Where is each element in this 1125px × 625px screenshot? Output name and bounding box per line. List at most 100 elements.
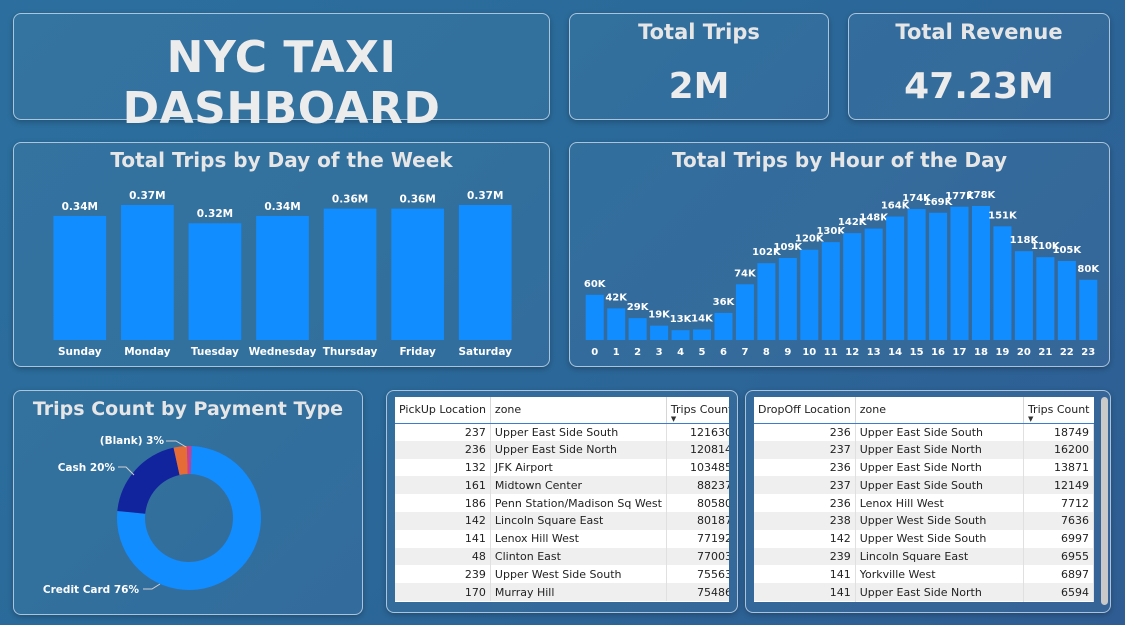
zone-cell: Upper West Side South [490,565,667,584]
trips-count-cell: 6997 [1023,529,1094,548]
table-row[interactable]: 161 Midtown Center 88237 [395,476,729,495]
chart-bar[interactable] [650,325,669,340]
pickup-table-body: 237 Upper East Side South 121630 236 Upper E… [395,423,729,601]
chart-bar[interactable] [907,209,926,340]
chart-bar[interactable] [121,205,174,340]
chart-bar[interactable] [778,257,797,340]
data-label: 164K [881,201,911,212]
chart-bar[interactable] [1036,257,1055,340]
trips-count-cell: 80580 [666,494,729,512]
pickup-table-container[interactable]: PickUp Location zone Trips Count ▼ 237 Upp… [395,397,729,602]
table-row[interactable]: 142 Lincoln Square East 80187 [395,511,729,530]
x-tick-label: 17 [953,347,967,358]
table-row[interactable]: 236 Lenox Hill West 7712 [754,494,1094,512]
data-label: 74K [734,268,757,279]
dropoff-table-container[interactable]: DropOff Location zone Trips Count ▼ 236 Up… [754,397,1094,602]
chart-bar[interactable] [391,208,444,340]
x-tick-label: 11 [824,347,838,358]
chart-bar[interactable] [607,308,626,340]
chart-bar[interactable] [1057,260,1076,340]
table-row[interactable]: 170 Murray Hill 75486 [395,583,729,601]
x-tick-label: Thursday [323,346,378,358]
table-row[interactable]: 238 Upper West Side South 7636 [754,511,1094,530]
data-label: 42K [605,292,628,303]
payment-type-donut-chart[interactable]: Credit Card 76% Cash 20% (Blank) 3% [14,391,364,616]
table-row[interactable]: 236 Upper East Side North 13871 [754,458,1094,477]
donut-slice[interactable] [186,446,192,475]
total-trips-card[interactable]: Total Trips 2M [569,13,829,120]
table-row[interactable]: 236 Upper East Side North 120814 [395,440,729,459]
chart-bar[interactable] [1014,251,1033,340]
chart-bar[interactable] [886,216,905,340]
table-row[interactable]: 142 Upper West Side South 6997 [754,529,1094,548]
trips-count-cell: 7636 [1023,511,1094,530]
chart-bar[interactable] [53,215,107,340]
chart-bar[interactable] [843,233,862,340]
chart-bar[interactable] [757,263,776,340]
donut-slice[interactable] [117,446,262,590]
table-row[interactable]: 239 Upper West Side South 75563 [395,565,729,584]
location-id-cell: 236 [754,458,856,477]
donut-slice[interactable] [173,446,188,476]
table-row[interactable]: 237 Upper East Side South 12149 [754,476,1094,495]
dropoff-location-header[interactable]: DropOff Location [754,397,856,424]
trips-count-cell: 6897 [1023,565,1094,584]
table-row[interactable]: 141 Lenox Hill West 77192 [395,529,729,548]
dropoff-table-scrollbar[interactable] [1101,397,1108,605]
total-revenue-label: Total Revenue [895,20,1063,44]
data-label: 0.36M [399,194,435,206]
dropoff-zone-header[interactable]: zone [855,397,1024,424]
trips-count-cell: 16200 [1023,440,1094,459]
total-trips-value: 2M [668,66,730,107]
chart-bar[interactable] [950,206,969,340]
zone-cell: Upper East Side South [855,476,1024,495]
table-row[interactable]: 237 Upper East Side North 16200 [754,440,1094,459]
total-revenue-card[interactable]: Total Revenue 47.23M [848,13,1110,120]
x-tick-label: Wednesday [249,346,317,358]
chart-bar[interactable] [929,212,948,340]
x-tick-label: Sunday [58,346,102,358]
pickup-table-card[interactable]: PickUp Location zone Trips Count ▼ 237 Upp… [386,390,738,613]
table-row[interactable]: 141 Upper East Side North 6594 [754,583,1094,601]
chart-bar[interactable] [821,242,840,340]
chart-bar[interactable] [1079,279,1098,340]
x-tick-label: 0 [591,347,598,358]
table-row[interactable]: 186 Penn Station/Madison Sq West 80580 [395,494,729,512]
chart-bar[interactable] [628,318,647,340]
donut-slice[interactable] [117,447,180,514]
chart-bar[interactable] [188,223,242,340]
day-of-week-chart[interactable]: 0.34M Sunday 0.37M Monday 0.32M Tuesday 0.34M W… [14,143,551,368]
chart-bar[interactable] [671,330,690,340]
dropoff-trips-count-header[interactable]: Trips Count ▼ [1023,397,1094,424]
chart-bar[interactable] [693,329,712,340]
pickup-zone-header[interactable]: zone [490,397,667,424]
chart-bar[interactable] [735,284,754,340]
table-row[interactable]: 236 Upper East Side South 18749 [754,423,1094,441]
chart-bar[interactable] [800,249,819,340]
chart-bar[interactable] [256,215,309,340]
chart-bar[interactable] [323,208,377,340]
table-row[interactable]: 237 Upper East Side South 121630 [395,423,729,441]
chart-bar[interactable] [971,206,990,340]
pickup-trips-count-header[interactable]: Trips Count ▼ [666,397,729,424]
table-row[interactable]: 132 JFK Airport 103485 [395,458,729,477]
zone-cell: Lenox Hill West [855,494,1024,512]
chart-bar[interactable] [585,294,604,340]
chart-bar[interactable] [993,226,1012,340]
table-row[interactable]: 48 Clinton East 77003 [395,547,729,566]
table-row[interactable]: 239 Lincoln Square East 6955 [754,547,1094,566]
day-of-week-chart-card[interactable]: Total Trips by Day of the Week 0.34M Sund… [13,142,550,367]
hour-of-day-chart[interactable]: 60K042K129K219K313K414K536K674K7102K8109… [570,143,1111,368]
hour-of-day-chart-card[interactable]: Total Trips by Hour of the Day 60K 0 42K 1 2… [569,142,1110,367]
x-tick-label: 20 [1017,347,1031,358]
dropoff-table-card[interactable]: DropOff Location zone Trips Count ▼ 236 Up… [745,390,1111,613]
location-id-cell: 141 [754,583,856,601]
chart-bar[interactable] [458,205,512,340]
data-label: 102K [752,247,782,258]
payment-type-chart-card[interactable]: Trips Count by Payment Type Credit Card … [13,390,363,615]
chart-bar[interactable] [714,312,733,340]
chart-bar[interactable] [864,228,883,340]
pickup-location-header[interactable]: PickUp Location [395,397,491,424]
table-row[interactable]: 141 Yorkville West 6897 [754,565,1094,584]
